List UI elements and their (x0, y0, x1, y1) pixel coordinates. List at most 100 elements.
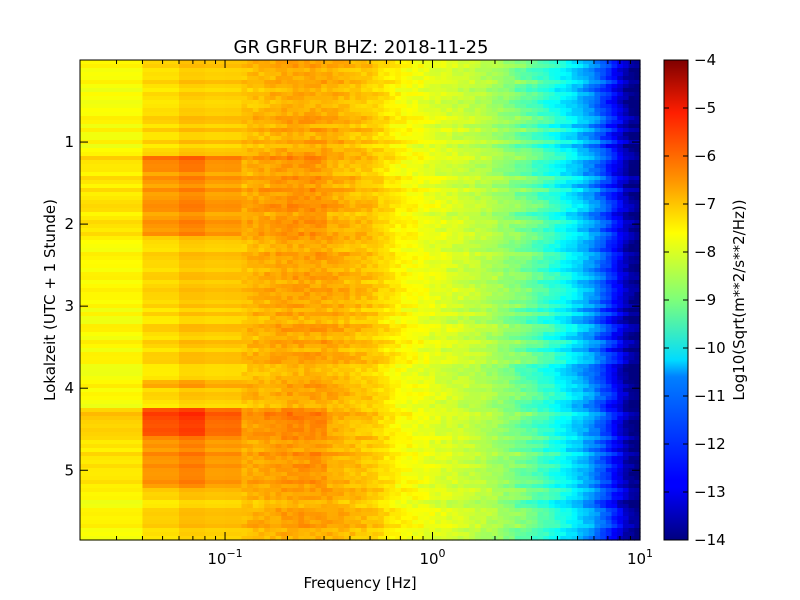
heatmap-cell (571, 112, 578, 117)
heatmap-cell (241, 288, 248, 293)
heatmap-cell (543, 100, 550, 105)
heatmap-cell (520, 224, 527, 229)
heatmap-cell (225, 96, 243, 101)
heatmap-cell (440, 312, 448, 317)
heatmap-cell (548, 68, 556, 73)
heatmap-cell (491, 280, 499, 285)
heatmap-cell (423, 212, 430, 217)
heatmap-cell (80, 152, 144, 157)
heatmap-cell (440, 68, 448, 73)
heatmap-cell (600, 128, 607, 133)
heatmap-cell (326, 196, 334, 201)
heatmap-cell (611, 176, 618, 181)
heatmap-cell (617, 112, 624, 117)
heatmap-cell (474, 252, 482, 257)
heatmap-cell (588, 72, 596, 77)
heatmap-cell (565, 256, 573, 261)
heatmap-cell (554, 196, 561, 201)
heatmap-cell (583, 240, 590, 245)
heatmap-cell (378, 232, 385, 237)
heatmap-cell (554, 272, 561, 277)
heatmap-cell (440, 256, 448, 261)
heatmap-cell (446, 312, 453, 317)
heatmap-cell (486, 244, 493, 249)
heatmap-cell (583, 300, 590, 305)
heatmap-cell (622, 88, 630, 93)
heatmap-cell (617, 144, 624, 149)
heatmap-cell (287, 316, 294, 321)
heatmap-cell (457, 108, 465, 113)
heatmap-cell (611, 68, 618, 73)
heatmap-cell (560, 176, 567, 181)
heatmap-cell (315, 168, 322, 173)
heatmap-cell (321, 88, 328, 93)
heatmap-cell (287, 320, 294, 325)
heatmap-cell (588, 68, 596, 73)
heatmap-cell (600, 108, 607, 113)
heatmap-cell (142, 156, 180, 161)
heatmap-cell (452, 168, 459, 173)
heatmap-cell (634, 176, 641, 181)
heatmap-cell (338, 164, 345, 169)
heatmap-cell (423, 320, 430, 325)
heatmap-cell (452, 112, 459, 117)
heatmap-cell (258, 144, 265, 149)
heatmap-cell (577, 168, 584, 173)
heatmap-cell (395, 296, 402, 301)
heatmap-cell (565, 204, 573, 209)
heatmap-cell (292, 204, 299, 209)
heatmap-cell (287, 296, 294, 301)
heatmap-cell (252, 72, 260, 77)
heatmap-cell (366, 208, 373, 213)
heatmap-cell (372, 60, 379, 65)
heatmap-cell (463, 96, 470, 101)
heatmap-cell (628, 308, 635, 313)
heatmap-cell (435, 200, 442, 205)
heatmap-cell (628, 224, 635, 229)
heatmap-cell (338, 76, 345, 81)
heatmap-cell (247, 212, 254, 217)
heatmap-cell (366, 236, 373, 241)
heatmap-cell (361, 104, 368, 109)
heatmap-cell (400, 76, 408, 81)
heatmap-cell (343, 308, 351, 313)
heatmap-cell (440, 76, 448, 81)
heatmap-cell (463, 272, 470, 277)
heatmap-cell (577, 276, 584, 281)
heatmap-cell (469, 108, 476, 113)
heatmap-cell (577, 124, 584, 129)
heatmap-cell (80, 176, 144, 181)
heatmap-cell (349, 320, 356, 325)
heatmap-cell (588, 256, 596, 261)
heatmap-cell (452, 292, 459, 297)
heatmap-cell (548, 124, 556, 129)
heatmap-cell (486, 168, 493, 173)
heatmap-cell (326, 140, 334, 145)
heatmap-cell (577, 196, 584, 201)
heatmap-cell (269, 64, 277, 69)
heatmap-cell (332, 88, 339, 93)
heatmap-cell (605, 176, 613, 181)
heatmap-cell (343, 136, 351, 141)
heatmap-cell (264, 320, 271, 325)
heatmap-cell (378, 112, 385, 117)
heatmap-cell (440, 92, 448, 97)
heatmap-cell (269, 164, 277, 169)
heatmap-cell (509, 204, 516, 209)
heatmap-cell (571, 124, 578, 129)
heatmap-cell (332, 256, 339, 261)
heatmap-cell (321, 104, 328, 109)
heatmap-cell (560, 304, 567, 309)
heatmap-cell (321, 136, 328, 141)
heatmap-cell (225, 112, 243, 117)
heatmap-cell (417, 132, 425, 137)
heatmap-cell (264, 132, 271, 137)
heatmap-cell (491, 244, 499, 249)
heatmap-cell (315, 224, 322, 229)
heatmap-cell (417, 156, 425, 161)
heatmap-cell (537, 200, 544, 205)
heatmap-cell (179, 104, 206, 109)
heatmap-cell (281, 196, 288, 201)
heatmap-cell (531, 312, 539, 317)
heatmap-cell (469, 256, 476, 261)
